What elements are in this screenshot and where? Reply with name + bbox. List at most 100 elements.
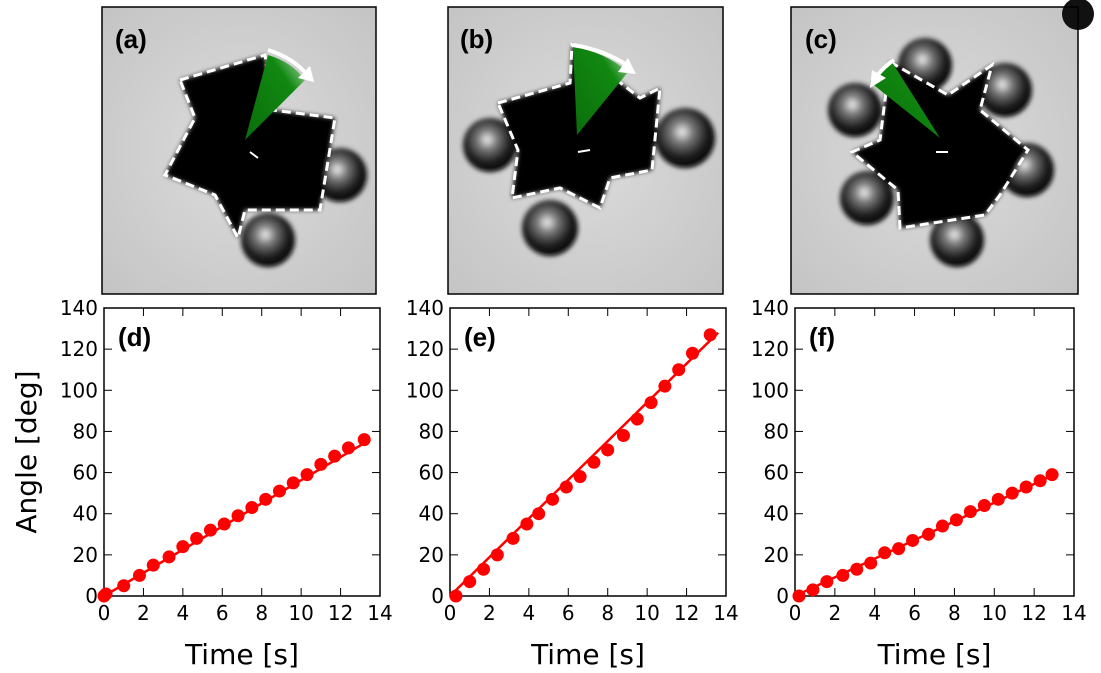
y-tick-label: 120 (406, 337, 444, 361)
data-point (117, 579, 131, 593)
y-tick-label: 40 (764, 502, 789, 526)
x-tick-label: 10 (288, 601, 313, 625)
micrograph-a: (a) (101, 6, 377, 295)
data-point (520, 517, 534, 531)
panel-label: (e) (464, 322, 496, 352)
data-point (630, 412, 644, 426)
data-point (1045, 468, 1059, 482)
y-tick-label: 60 (419, 461, 444, 485)
data-point (864, 556, 878, 570)
y-tick-label: 20 (73, 543, 98, 567)
x-tick-label: 12 (1021, 601, 1046, 625)
data-point (820, 575, 834, 589)
x-tick-label: 6 (562, 601, 575, 625)
data-point (176, 540, 190, 554)
data-point (991, 492, 1005, 506)
data-point (616, 429, 630, 443)
data-point (850, 562, 864, 576)
data-point (477, 562, 491, 576)
data-point (559, 480, 573, 494)
y-tick-label: 80 (764, 419, 789, 443)
y-tick-label: 120 (60, 337, 98, 361)
data-point (449, 589, 463, 603)
data-point (146, 558, 160, 572)
arrowhead (870, 70, 886, 88)
data-point (836, 568, 850, 582)
data-point (203, 523, 217, 537)
y-tick-label: 100 (751, 378, 789, 402)
data-point (259, 492, 273, 506)
arrowhead (618, 58, 636, 74)
x-tick-label: 4 (868, 601, 881, 625)
image-frame (101, 6, 377, 295)
data-point (806, 583, 820, 597)
particle-shadow (165, 55, 367, 267)
drift-arrow (577, 149, 591, 153)
gear-outline (495, 42, 662, 211)
y-tick-label: 80 (73, 419, 98, 443)
x-tick-label: 12 (674, 601, 699, 625)
data-point (99, 587, 113, 601)
data-point (341, 441, 355, 455)
x-tick-label: 2 (828, 601, 841, 625)
data-point (162, 550, 176, 564)
data-point (490, 548, 504, 562)
data-point (672, 363, 686, 377)
y-tick-label: 140 (751, 296, 789, 320)
y-tick-label: 100 (406, 378, 444, 402)
x-tick-label: 6 (908, 601, 921, 625)
data-point (286, 476, 300, 490)
x-tick-label: 0 (789, 601, 802, 625)
x-tick-label: 14 (367, 601, 392, 625)
y-tick-label: 20 (419, 543, 444, 567)
data-point (532, 507, 546, 521)
gear-outline (849, 59, 1030, 230)
rotation-wedge (870, 62, 940, 138)
y-tick-label: 0 (85, 584, 98, 608)
y-axis-title: Angle [deg] (10, 370, 43, 533)
data-point (1033, 474, 1047, 488)
micrograph-b: (b) (447, 6, 724, 295)
x-tick-label: 10 (982, 601, 1007, 625)
data-point (935, 519, 949, 533)
data-point (949, 513, 963, 527)
x-tick-label: 8 (948, 601, 961, 625)
rotation-wedge (245, 55, 305, 140)
data-point (703, 328, 717, 342)
data-point (658, 379, 672, 393)
x-tick-label: 2 (483, 601, 496, 625)
data-point (892, 542, 906, 556)
data-point (190, 531, 204, 545)
x-tick-label: 8 (601, 601, 614, 625)
data-point (1019, 480, 1033, 494)
rotation-wedge (573, 47, 628, 135)
x-tick-label: 10 (634, 601, 659, 625)
plot-frame (794, 307, 1075, 597)
data-point (644, 396, 658, 410)
data-point (906, 533, 920, 547)
y-tick-label: 20 (764, 543, 789, 567)
data-point (546, 492, 560, 506)
y-tick-label: 120 (751, 337, 789, 361)
x-tick-label: 0 (98, 601, 111, 625)
x-tick-label: 0 (444, 601, 457, 625)
y-tick-label: 0 (776, 584, 789, 608)
data-point (792, 589, 806, 603)
y-tick-label: 0 (431, 584, 444, 608)
data-point (314, 457, 328, 471)
data-point (217, 517, 231, 531)
x-tick-label: 8 (255, 601, 268, 625)
data-point (685, 346, 699, 360)
micrograph-c: (c) (790, 0, 1094, 295)
data-point (506, 531, 520, 545)
data-point (1005, 486, 1019, 500)
data-point (272, 484, 286, 498)
rotation-arrow (572, 43, 630, 68)
y-tick-label: 140 (406, 296, 444, 320)
data-point (231, 509, 245, 523)
image-frame (447, 6, 724, 295)
x-tick-label: 4 (176, 601, 189, 625)
data-point (573, 470, 587, 484)
